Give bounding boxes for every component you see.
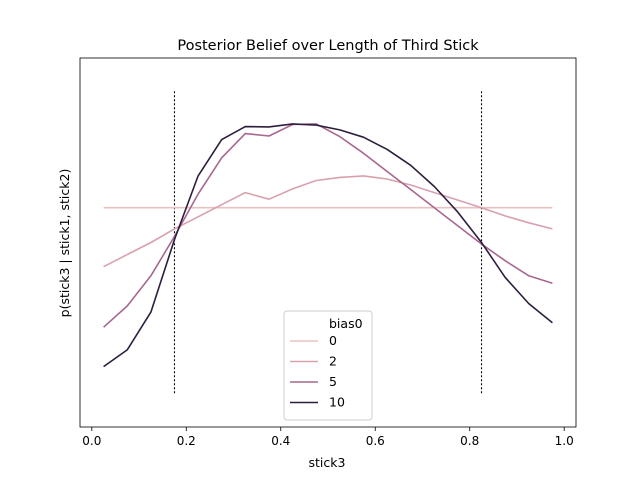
legend-items: 0 2 5 10 xyxy=(290,333,345,410)
legend-label: 2 xyxy=(329,354,337,369)
series-line-10 xyxy=(103,123,553,368)
legend: bias0 0 2 5 10 xyxy=(283,310,373,421)
x-tick-label: 0.0 xyxy=(82,434,101,448)
reference-lines xyxy=(173,91,483,394)
x-tick-label: 0.2 xyxy=(177,434,196,448)
legend-title: bias0 xyxy=(329,316,363,331)
legend-box xyxy=(283,310,373,421)
chart-title: Posterior Belief over Length of Third St… xyxy=(177,38,479,54)
x-tick-label: 1.0 xyxy=(555,434,574,448)
x-axis-ticks: 0.0 0.2 0.4 0.6 0.8 1.0 xyxy=(82,427,574,448)
legend-label: 0 xyxy=(329,333,337,348)
x-axis-label: stick3 xyxy=(309,455,346,470)
legend-label: 5 xyxy=(329,374,337,389)
series-lines xyxy=(103,123,553,368)
legend-label: 10 xyxy=(329,395,345,410)
y-axis-label: p(stick3 | stick1, stick2) xyxy=(57,169,72,318)
x-tick-label: 0.6 xyxy=(366,434,385,448)
plot-frame xyxy=(79,57,577,428)
x-tick-label: 0.8 xyxy=(460,434,479,448)
x-tick-label: 0.4 xyxy=(271,434,290,448)
